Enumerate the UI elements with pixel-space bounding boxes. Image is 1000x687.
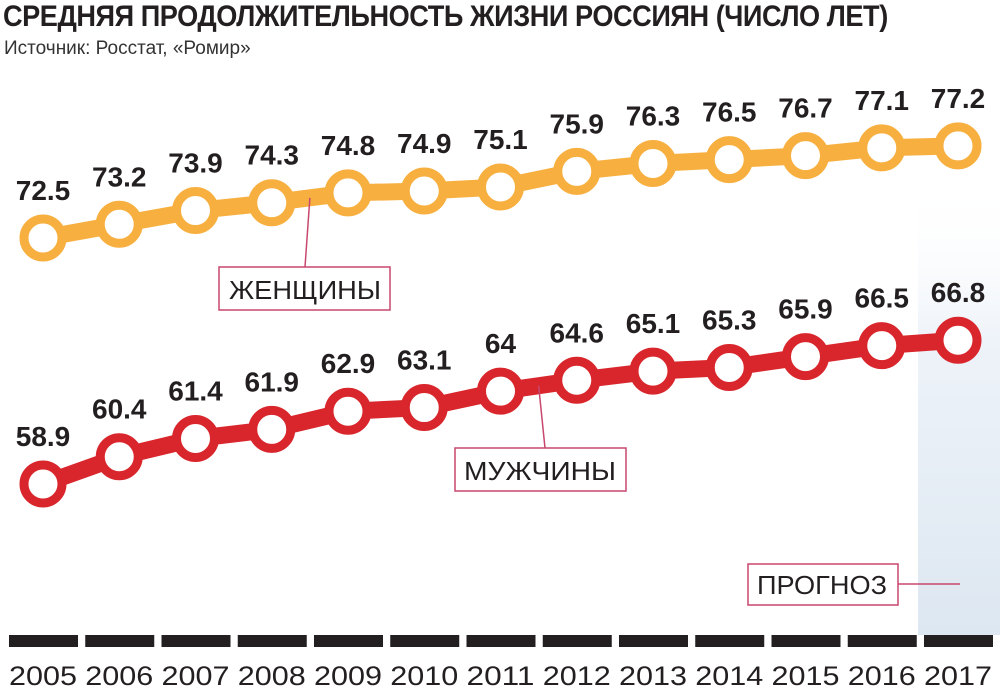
data-label: 77.1 [855,85,910,116]
forecast-shade [918,180,1000,635]
data-label: 74.9 [397,128,452,159]
data-label: 65.3 [702,305,757,336]
data-point [477,367,524,415]
tick-label: 2012 [543,661,611,687]
data-label: 74.8 [321,130,376,161]
data-label: 75.1 [473,124,528,155]
axis-segment [619,635,688,647]
axis-segment [695,635,765,647]
axis-segment [924,635,993,647]
x-axis: 2005 2006 2007 2008 2009 2010 2011 2012 2013 2014… [9,635,993,687]
data-point [400,167,448,215]
tick-label: 2014 [695,661,763,687]
data-point [553,356,601,404]
data-point [172,187,219,235]
data-point [934,316,982,364]
callout-label: ЖЕНЩИНЫ [229,275,381,305]
data-point [400,384,448,432]
tick-label: 2017 [924,661,992,687]
tick-label: 2011 [467,661,535,687]
axis-segment [161,635,231,647]
data-label: 66.8 [931,277,986,308]
callout-box [747,563,899,606]
data-point [19,460,67,508]
data-label: 58.9 [16,421,71,452]
data-point [782,132,829,180]
series-men: 58.9 60.4 61.4 61.9 62.9 63.1 64 64.6 65.1 65.3 65… [16,277,986,508]
axis-segment [237,635,307,647]
callout-box [454,447,627,492]
callout-label: МУЖЧИНЫ [464,456,616,486]
axis-segment [390,635,460,647]
data-label: 64 [485,328,517,359]
series-layer: 72.5 73.2 73.9 74.3 74.8 74.9 75.1 75.9 76.3 76.5… [16,83,986,508]
data-label: 65.9 [778,294,833,325]
data-point [248,405,296,453]
tick-label: 2008 [238,661,306,687]
chart-subtitle: Источник: Росстат, «Ромир» [4,38,251,59]
data-label: 76.7 [778,93,833,124]
axis-segment [542,635,612,647]
data-point [705,344,753,392]
data-label: 75.9 [550,108,605,139]
tick-label: 2005 [9,661,77,687]
axis-segment [9,635,78,647]
callout-pointer [304,197,311,268]
tick-label: 2009 [314,661,382,687]
tick-label: 2010 [390,661,458,687]
data-point [858,124,906,172]
callout-men: МУЖЧИНЫ [454,385,627,492]
axis-segment [466,635,536,647]
data-label: 61.4 [168,376,223,407]
data-point [248,179,296,227]
series-women: 72.5 73.2 73.9 74.3 74.8 74.9 75.1 75.9 76.3 76.5… [16,83,986,262]
callout-women: ЖЕНЩИНЫ [218,197,391,311]
data-point [172,415,219,462]
data-point [705,136,753,184]
data-point [95,433,143,481]
axis-segment [314,635,383,647]
data-point [934,122,982,170]
axis-segment [85,635,155,647]
data-point [629,140,677,188]
tick-label: 2007 [162,661,230,687]
data-label: 64.6 [550,317,605,348]
data-point [858,322,906,370]
chart-title: СРЕДНЯЯ ПРОДОЛЖИТЕЛЬНОСТЬ ЖИЗНИ РОССИЯН … [3,0,888,33]
data-label: 74.3 [245,140,300,171]
callout-label: ПРОГНОЗ [757,570,887,600]
tick-label: 2016 [848,661,916,687]
data-point [629,347,677,395]
tick-label: 2006 [85,661,153,687]
data-point [95,200,143,248]
axis-segment [771,635,841,647]
data-label: 77.2 [931,83,986,114]
data-label: 66.5 [855,283,910,314]
data-label: 62.9 [321,348,376,379]
callout-box [218,266,391,311]
tick-label: 2015 [772,661,840,687]
data-label: 63.1 [397,345,452,376]
data-label: 61.9 [245,366,300,397]
data-point [324,387,372,435]
tick-label: 2013 [619,661,687,687]
data-label: 76.3 [626,101,681,132]
data-label: 60.4 [92,394,147,425]
data-label: 73.2 [92,161,147,192]
callout-forecast: ПРОГНОЗ [747,563,960,606]
data-label: 65.1 [626,308,681,339]
callout-pointer [537,385,546,449]
data-point [477,163,524,211]
data-point [782,333,829,381]
data-point [19,214,67,262]
data-point [324,169,372,217]
axis-segment [847,635,917,647]
data-point [553,147,601,195]
data-label: 73.9 [168,148,223,179]
data-label: 76.5 [702,97,757,128]
callouts: ЖЕНЩИНЫ МУЖЧИНЫ ПРОГНОЗ [218,197,960,606]
data-label: 72.5 [16,175,71,206]
